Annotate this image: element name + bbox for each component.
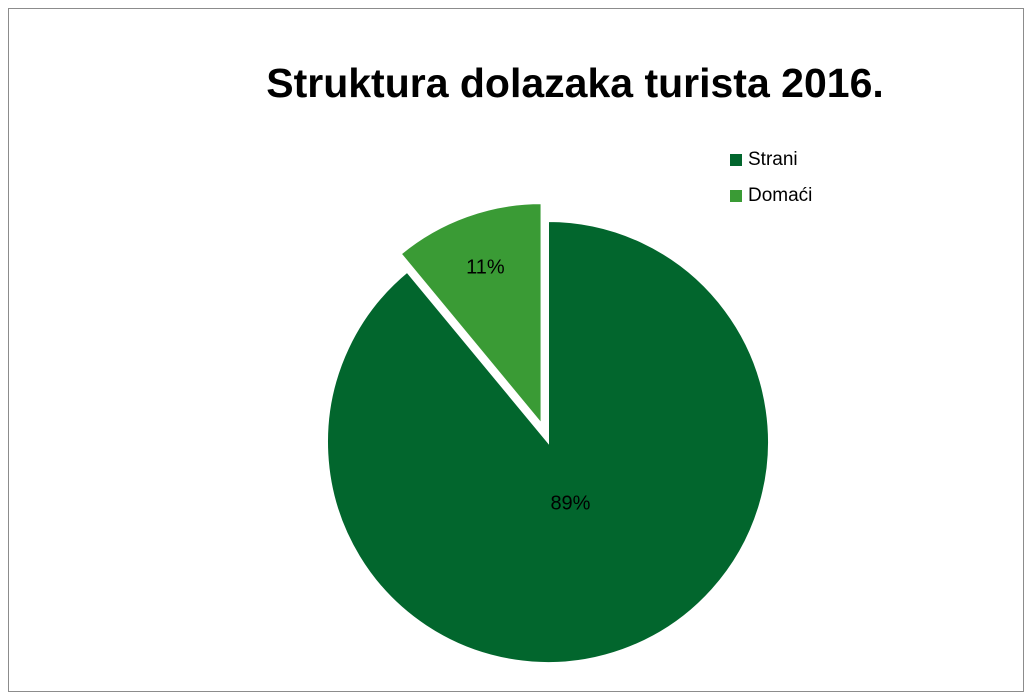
chart-title: Struktura dolazaka turista 2016. — [266, 60, 884, 106]
legend-label-domaci: Domaći — [748, 185, 813, 206]
pie-labels: 89% 11% — [466, 256, 591, 514]
pie-slice-strani — [326, 219, 770, 664]
legend: Strani Domaći — [730, 142, 812, 214]
pie-slices — [326, 202, 770, 664]
pie-slice-domai — [399, 202, 543, 427]
legend-item-domaci: Domaći — [730, 178, 812, 214]
legend-label-strani: Strani — [748, 149, 798, 170]
data-label-domai: 11% — [466, 256, 505, 278]
legend-swatch-domaci — [730, 190, 742, 202]
legend-item-strani: Strani — [730, 142, 812, 178]
data-label-strani: 89% — [550, 493, 590, 515]
legend-swatch-strani — [730, 154, 742, 166]
